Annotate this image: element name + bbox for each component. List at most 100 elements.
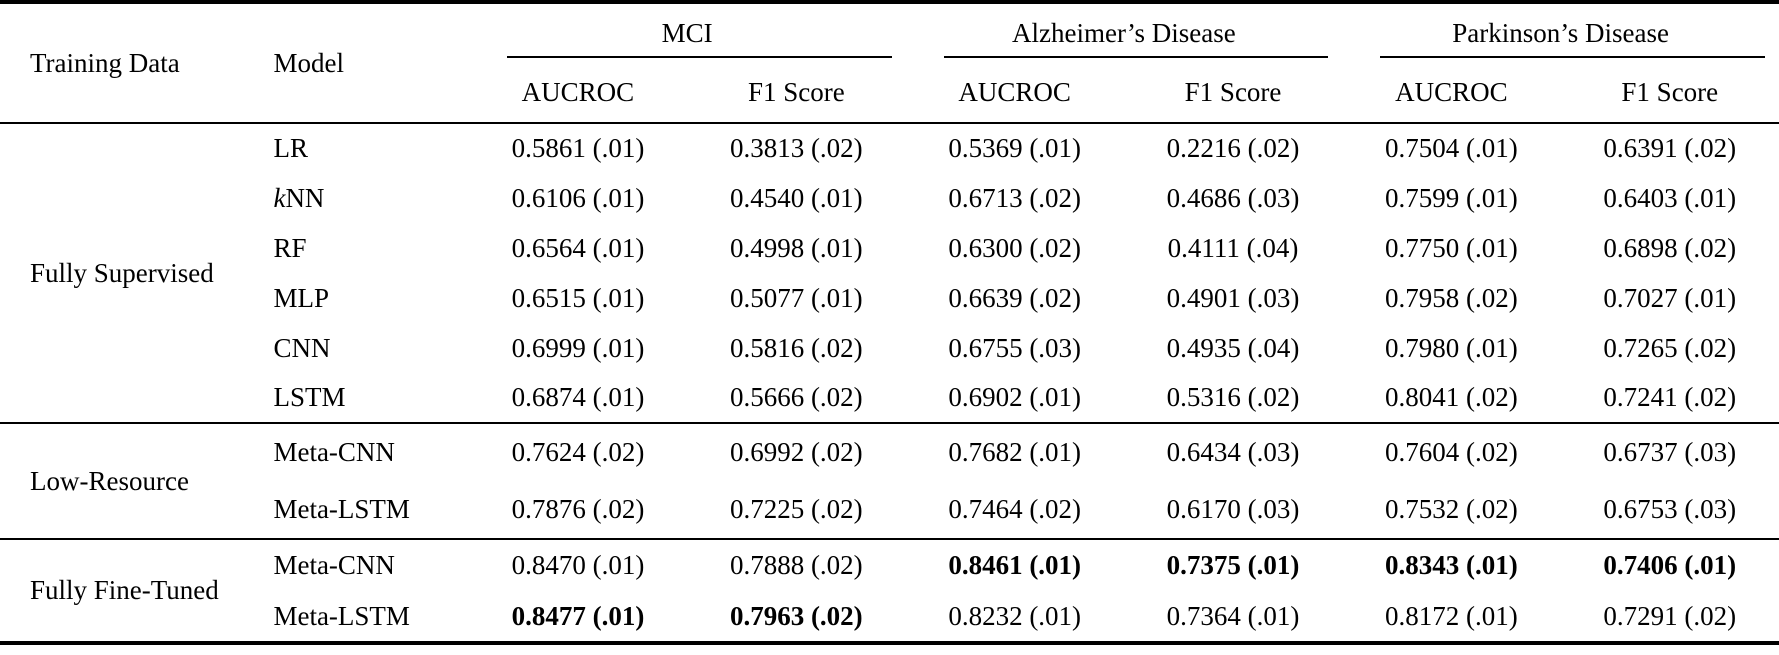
- pd-f1-cell: 0.7291 (.02): [1603, 600, 1737, 631]
- pd-aucroc-cell: 0.7599 (.01): [1385, 182, 1518, 213]
- pd-aucroc-cell: 0.8041 (.02): [1385, 382, 1518, 412]
- pd-f1-cell: 0.7027 (.01): [1603, 282, 1737, 313]
- table-row: kNN 0.6106 (.01) 0.4540 (.01) 0.6713 (.0…: [0, 173, 1779, 223]
- ad-aucroc-cell: 0.6755 (.03): [948, 332, 1082, 363]
- pd-f1-cell: 0.6403 (.01): [1603, 182, 1737, 213]
- ad-aucroc-cell: 0.6300 (.02): [948, 232, 1082, 263]
- model-cell: Meta-LSTM: [273, 600, 410, 631]
- table-row: Meta-LSTM 0.8477 (.01) 0.7963 (.02) 0.82…: [0, 591, 1779, 643]
- ad-aucroc-cell: 0.6902 (.01): [948, 382, 1082, 412]
- ad-aucroc-cell: 0.8232 (.01): [948, 600, 1082, 631]
- ad-f1-cell: 0.2216 (.02): [1166, 133, 1300, 163]
- mci-aucroc-cell: 0.7876 (.02): [511, 494, 645, 524]
- model-cell: Meta-LSTM: [273, 494, 410, 524]
- pd-f1-cell: 0.6391 (.02): [1603, 133, 1737, 163]
- model-cell: CNN: [273, 332, 331, 363]
- header-row-spanners: Training Data Model MCI Alzheimer’s Dise…: [0, 2, 1779, 78]
- table-row: RF 0.6564 (.01) 0.4998 (.01) 0.6300 (.02…: [0, 223, 1779, 273]
- group-fully-fine-tuned: Fully Fine-Tuned Meta-CNN 0.8470 (.01) 0…: [0, 539, 1779, 643]
- mci-f1-cell: 0.4540 (.01): [729, 182, 863, 213]
- mci-aucroc-cell: 0.6106 (.01): [511, 182, 645, 213]
- pd-aucroc-cell: 0.7958 (.02): [1385, 282, 1518, 313]
- ad-f1-cell: 0.6434 (.03): [1166, 437, 1300, 467]
- ad-aucroc-cell: 0.6713 (.02): [948, 182, 1082, 213]
- mci-f1-cell: 0.7225 (.02): [729, 494, 863, 524]
- model-cell: kNN: [273, 173, 468, 223]
- header-pd-f1: F1 Score: [1621, 76, 1719, 107]
- mci-aucroc-cell: 0.8477 (.01): [511, 600, 645, 631]
- mci-aucroc-cell: 0.5861 (.01): [511, 133, 645, 163]
- mci-f1-cell: 0.5666 (.02): [729, 382, 863, 412]
- pd-f1-cell: 0.6753 (.03): [1603, 494, 1737, 524]
- ad-aucroc-cell: 0.7682 (.01): [948, 437, 1082, 467]
- ad-f1-cell: 0.7375 (.01): [1166, 550, 1300, 580]
- ad-aucroc-cell: 0.6639 (.02): [948, 282, 1082, 313]
- table-row: Meta-LSTM 0.7876 (.02) 0.7225 (.02) 0.74…: [0, 481, 1779, 539]
- header-training-data: Training Data: [30, 47, 180, 78]
- ad-f1-cell: 0.4111 (.04): [1167, 232, 1299, 263]
- header-mci-f1: F1 Score: [747, 76, 845, 107]
- ad-aucroc-cell: 0.7464 (.02): [948, 494, 1082, 524]
- mci-f1-cell: 0.6992 (.02): [729, 437, 863, 467]
- mci-f1-cell: 0.5816 (.02): [729, 332, 863, 363]
- header-ad-aucroc: AUCROC: [958, 76, 1071, 107]
- header-row-metrics: AUCROC F1 Score AUCROC F1 Score AUCROC F…: [0, 62, 1779, 123]
- ad-f1-cell: 0.7364 (.01): [1166, 600, 1300, 631]
- group-label-fully-supervised: Fully Supervised: [30, 257, 214, 288]
- mci-aucroc-cell: 0.7624 (.02): [511, 437, 645, 467]
- header-mci-aucroc: AUCROC: [521, 76, 635, 107]
- header-group-alzheimers: Alzheimer’s Disease: [906, 2, 1343, 62]
- table-row: Low-Resource Meta-CNN 0.7624 (.02) 0.699…: [0, 423, 1779, 496]
- ad-f1-cell: 0.6170 (.03): [1166, 494, 1300, 524]
- pd-aucroc-cell: 0.7532 (.02): [1385, 494, 1518, 524]
- model-cell: RF: [273, 232, 307, 263]
- pd-f1-cell: 0.7265 (.02): [1603, 332, 1737, 363]
- model-cell: Meta-CNN: [273, 550, 395, 580]
- ad-f1-cell: 0.4901 (.03): [1166, 282, 1300, 313]
- mci-f1-cell: 0.3813 (.02): [729, 133, 863, 163]
- table-row: MLP 0.6515 (.01) 0.5077 (.01) 0.6639 (.0…: [0, 273, 1779, 323]
- model-cell: LSTM: [273, 382, 346, 412]
- model-cell: LR: [273, 133, 308, 163]
- mci-f1-cell: 0.7963 (.02): [729, 600, 863, 631]
- mci-f1-cell: 0.5077 (.01): [729, 282, 863, 313]
- mci-aucroc-cell: 0.6564 (.01): [511, 232, 645, 263]
- mci-f1-cell: 0.4998 (.01): [729, 232, 863, 263]
- ad-f1-cell: 0.4935 (.04): [1166, 332, 1300, 363]
- table-row: LSTM 0.6874 (.01) 0.5666 (.02) 0.6902 (.…: [0, 373, 1779, 423]
- mci-aucroc-cell: 0.6999 (.01): [511, 332, 645, 363]
- model-label-knn: kNN: [273, 182, 325, 213]
- ad-f1-cell: 0.4686 (.03): [1166, 182, 1300, 213]
- pd-aucroc-cell: 0.7604 (.02): [1385, 437, 1518, 467]
- group-label-low-resource: Low-Resource: [30, 465, 189, 496]
- pd-f1-cell: 0.7241 (.02): [1603, 382, 1737, 412]
- header-group-parkinsons: Parkinson’s Disease: [1342, 2, 1779, 62]
- pd-f1-cell: 0.6898 (.02): [1603, 232, 1737, 263]
- group-label-fully-fine-tuned: Fully Fine-Tuned: [30, 575, 219, 605]
- table-header: Training Data Model MCI Alzheimer’s Dise…: [0, 2, 1779, 123]
- group-fully-supervised: Fully Supervised LR 0.5861 (.01) 0.3813 …: [0, 123, 1779, 423]
- mci-aucroc-cell: 0.8470 (.01): [511, 550, 645, 580]
- ad-aucroc-cell: 0.5369 (.01): [948, 133, 1082, 163]
- ad-f1-cell: 0.5316 (.02): [1166, 382, 1300, 412]
- header-group-mci: MCI: [469, 2, 906, 62]
- table-row: Fully Supervised LR 0.5861 (.01) 0.3813 …: [0, 123, 1779, 288]
- mci-f1-cell: 0.7888 (.02): [729, 550, 863, 580]
- pd-aucroc-cell: 0.7980 (.01): [1385, 332, 1518, 363]
- group-low-resource: Low-Resource Meta-CNN 0.7624 (.02) 0.699…: [0, 423, 1779, 539]
- pd-aucroc-cell: 0.8172 (.01): [1385, 600, 1518, 631]
- table-row: Fully Fine-Tuned Meta-CNN 0.8470 (.01) 0…: [0, 539, 1779, 605]
- ad-aucroc-cell: 0.8461 (.01): [948, 550, 1082, 580]
- pd-f1-cell: 0.6737 (.03): [1603, 437, 1737, 467]
- model-cell: Meta-CNN: [273, 437, 395, 467]
- model-cell: MLP: [273, 282, 329, 313]
- mci-aucroc-cell: 0.6874 (.01): [511, 382, 645, 412]
- table-row: CNN 0.6999 (.01) 0.5816 (.02) 0.6755 (.0…: [0, 323, 1779, 373]
- pd-aucroc-cell: 0.8343 (.01): [1385, 550, 1518, 580]
- header-model: Model: [273, 47, 344, 78]
- pd-aucroc-cell: 0.7504 (.01): [1385, 133, 1518, 163]
- pd-aucroc-cell: 0.7750 (.01): [1385, 232, 1518, 263]
- header-pd-aucroc: AUCROC: [1395, 76, 1508, 107]
